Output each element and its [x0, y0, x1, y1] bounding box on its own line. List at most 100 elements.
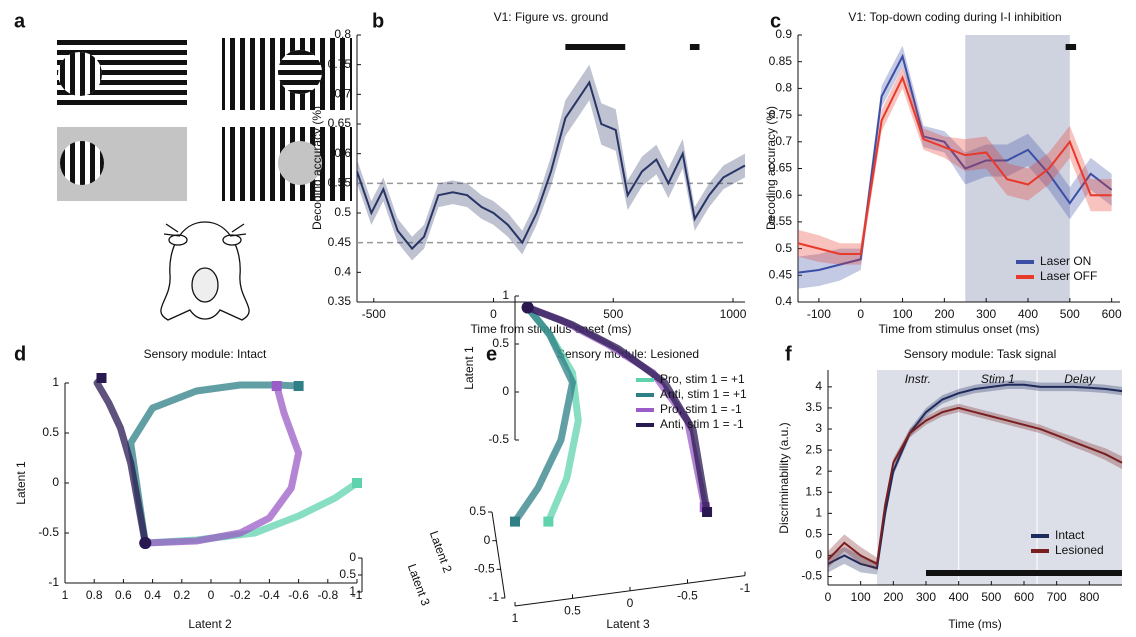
x-tick-label: 100 — [893, 307, 913, 321]
y-tick-label: 0.6 — [775, 187, 792, 201]
legend-swatch — [1016, 275, 1034, 279]
mouse-illustration — [160, 221, 250, 321]
z-tick-label: 0 — [484, 533, 491, 547]
start-marker — [521, 301, 534, 314]
y-tick-label: 0.8 — [334, 27, 351, 41]
z-tick-label: 0.5 — [339, 567, 356, 581]
legend-swatch — [636, 378, 654, 382]
y-tick-label: 0.5 — [334, 205, 351, 219]
panel-label: a — [14, 10, 26, 32]
x-tick-label: 200 — [883, 590, 903, 604]
end-marker — [293, 381, 304, 391]
epoch-region — [1037, 370, 1122, 585]
significance-bar — [565, 44, 626, 50]
y-tick-label: 2.5 — [805, 442, 822, 456]
x-tick-label: 1000 — [720, 307, 747, 321]
chart-title: Sensory module: Task signal — [904, 347, 1057, 361]
end-marker — [543, 516, 554, 527]
x-tick-label: 0.4 — [144, 588, 161, 602]
x-tick-label: 0 — [857, 307, 864, 321]
x-tick-label: -500 — [362, 307, 386, 321]
series-line — [827, 406, 1123, 566]
significance-bar — [1065, 44, 1077, 50]
y-axis-label: Discriminability (a.u.) — [777, 422, 791, 533]
y-tick-label: 0.7 — [334, 87, 351, 101]
panel-label: e — [486, 343, 497, 365]
epoch-label: Stim 1 — [981, 372, 1015, 386]
y-tick-label: 0.85 — [769, 54, 793, 68]
y-tick-label: 0.4 — [334, 265, 351, 279]
x-tick-label: 300 — [976, 307, 996, 321]
z-axis-label: Latent 3 — [405, 562, 433, 608]
y-tick-label: -0.5 — [488, 432, 509, 446]
legend-swatch — [1016, 260, 1034, 264]
y-tick-label: 0.55 — [769, 214, 793, 228]
significance-bar — [926, 570, 1122, 576]
x-tick-label: 1 — [62, 588, 69, 602]
error-band — [798, 45, 1112, 289]
error-band — [828, 380, 1122, 575]
x-tick-label: 0 — [825, 590, 832, 604]
x-tick-label: 600 — [1014, 590, 1034, 604]
end-marker — [702, 507, 713, 517]
panel-label: d — [14, 343, 26, 365]
z-axis — [491, 511, 506, 599]
x-tick-label: -0.6 — [288, 588, 309, 602]
legend-label: Pro, stim 1 = -1 — [660, 402, 742, 416]
trajectory — [93, 375, 149, 544]
x-axis-label: Time (ms) — [948, 617, 1002, 631]
series-line — [797, 53, 1113, 274]
y-tick-label: 0.65 — [328, 116, 352, 130]
y-tick-label: 0.65 — [769, 161, 793, 175]
series-line — [797, 75, 1112, 255]
y-tick-label: 2 — [815, 463, 822, 477]
y-tick-label: 0 — [52, 475, 59, 489]
y-tick-label: 1 — [52, 375, 59, 389]
y-tick-label: 0.75 — [328, 57, 352, 71]
legend-label: Lesioned — [1055, 543, 1104, 557]
epoch-label: Delay — [1064, 372, 1096, 386]
trajectory — [145, 480, 359, 547]
legend-label: Laser OFF — [1040, 269, 1097, 283]
z-tick-label: 0.5 — [469, 504, 486, 518]
x-tick-label: 1 — [512, 611, 519, 625]
error-band — [798, 67, 1112, 265]
trajectory — [145, 385, 303, 547]
y-tick-label: 0.5 — [805, 527, 822, 541]
x-axis-label: Latent 3 — [606, 617, 650, 631]
y-axis-label: Latent 1 — [462, 346, 476, 390]
x-tick-label: 500 — [1060, 307, 1080, 321]
end-marker — [352, 478, 362, 488]
x-tick-label: 400 — [1018, 307, 1038, 321]
x-tick-label: 100 — [851, 590, 871, 604]
trajectory — [512, 305, 576, 524]
x-tick-label: -100 — [807, 307, 831, 321]
epoch-region — [958, 370, 1038, 585]
x-tick-label: -1 — [740, 581, 751, 595]
y-axis-label: Decoding accuracy (%) — [310, 106, 324, 230]
y-tick-label: -0.5 — [38, 525, 59, 539]
y-tick-label: 1.5 — [805, 484, 822, 498]
y-tick-label: 3 — [815, 421, 822, 435]
legend-label: Pro, stim 1 = +1 — [660, 372, 745, 386]
shaded-region — [965, 35, 1070, 302]
y-tick-label: 0.55 — [328, 176, 352, 190]
stimuli — [57, 38, 352, 201]
x-tick-label: 0 — [627, 596, 634, 610]
x-tick-label: 0.2 — [173, 588, 190, 602]
x-tick-label: 0.6 — [115, 588, 132, 602]
legend-swatch — [1031, 534, 1049, 538]
y-tick-label: 0.9 — [775, 27, 792, 41]
y-tick-label: 0.5 — [775, 241, 792, 255]
y-tick-label: 1 — [502, 288, 509, 302]
x-tick-label: 600 — [1102, 307, 1122, 321]
legend-swatch — [1031, 549, 1049, 553]
y-tick-label: 0.35 — [328, 294, 352, 308]
end-marker — [510, 516, 520, 527]
legend-swatch — [636, 423, 654, 427]
legend-label: Laser ON — [1040, 254, 1091, 268]
y-tick-label: 3.5 — [805, 400, 822, 414]
x-tick-label: 700 — [1047, 590, 1067, 604]
y-tick-label: 0 — [815, 548, 822, 562]
panel-label: c — [770, 10, 781, 32]
